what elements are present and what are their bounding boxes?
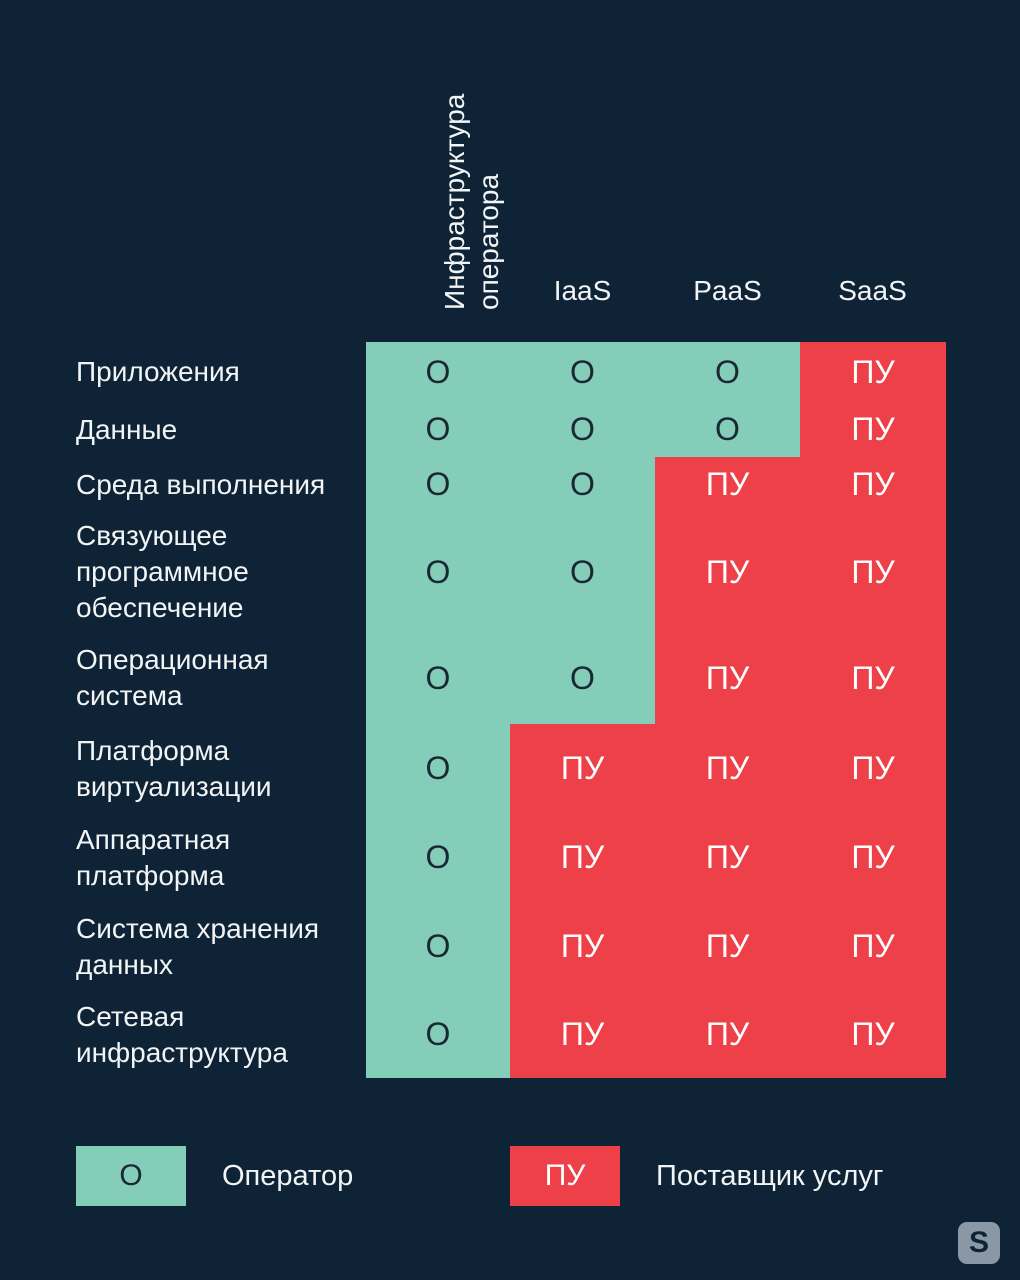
matrix-cell: О — [366, 342, 510, 402]
matrix-cell: О — [510, 632, 655, 724]
row-label: Система хранения данных — [76, 912, 319, 980]
matrix-cell: О — [510, 342, 655, 402]
matrix-cell: ПУ — [510, 902, 655, 991]
matrix-cell: ПУ — [655, 512, 800, 632]
matrix-cell: ПУ — [655, 902, 800, 991]
matrix-cell: ПУ — [510, 724, 655, 813]
row-label: Операционная система — [76, 644, 269, 711]
matrix-cell: О — [510, 512, 655, 632]
matrix-cell: ПУ — [800, 512, 946, 632]
matrix-cell: О — [366, 724, 510, 813]
matrix-cell: О — [655, 342, 800, 402]
matrix-cell: О — [366, 457, 510, 512]
matrix-cell: ПУ — [510, 991, 655, 1078]
matrix-cell: О — [510, 402, 655, 457]
matrix-cell: О — [510, 457, 655, 512]
matrix-cell: ПУ — [800, 632, 946, 724]
logo-icon: S — [958, 1222, 1000, 1264]
row-label: Связующее программное обеспечение — [76, 520, 249, 623]
row-label: Платформа виртуализации — [76, 734, 272, 802]
matrix-cell: О — [366, 813, 510, 902]
row-label: Аппаратная платформа — [76, 823, 231, 891]
legend-provider-label: Поставщик услуг — [656, 1159, 884, 1192]
matrix-cell: ПУ — [800, 724, 946, 813]
column-header-paas: PaaS — [693, 275, 762, 306]
column-header-saas: SaaS — [838, 275, 907, 306]
legend-operator-label: Оператор — [222, 1159, 354, 1192]
matrix-cell: ПУ — [800, 991, 946, 1078]
matrix-cell: ПУ — [800, 342, 946, 402]
matrix-cell: ПУ — [800, 402, 946, 457]
matrix-cell: ПУ — [655, 632, 800, 724]
legend-operator-swatch: О — [76, 1146, 186, 1206]
matrix-cell: О — [366, 902, 510, 991]
matrix-cell: О — [366, 991, 510, 1078]
matrix-cell: ПУ — [655, 991, 800, 1078]
matrix-cell: ПУ — [800, 902, 946, 991]
row-label: Данные — [76, 413, 178, 445]
row-label: Сетевая инфраструктура — [76, 1000, 288, 1068]
matrix-cell: ПУ — [655, 457, 800, 512]
row-label: Среда выполнения — [76, 468, 326, 500]
matrix-cell: ПУ — [655, 813, 800, 902]
matrix-cell: ПУ — [800, 813, 946, 902]
matrix-cell: О — [655, 402, 800, 457]
matrix-cell: ПУ — [800, 457, 946, 512]
column-header-iaas: IaaS — [553, 275, 612, 306]
matrix-cell: О — [366, 402, 510, 457]
matrix-cell: О — [366, 632, 510, 724]
row-label: Приложения — [76, 356, 240, 387]
legend-provider-swatch: ПУ — [510, 1146, 620, 1206]
matrix-cell: О — [366, 512, 510, 632]
matrix-cell: ПУ — [510, 813, 655, 902]
matrix-cell: ПУ — [655, 724, 800, 813]
